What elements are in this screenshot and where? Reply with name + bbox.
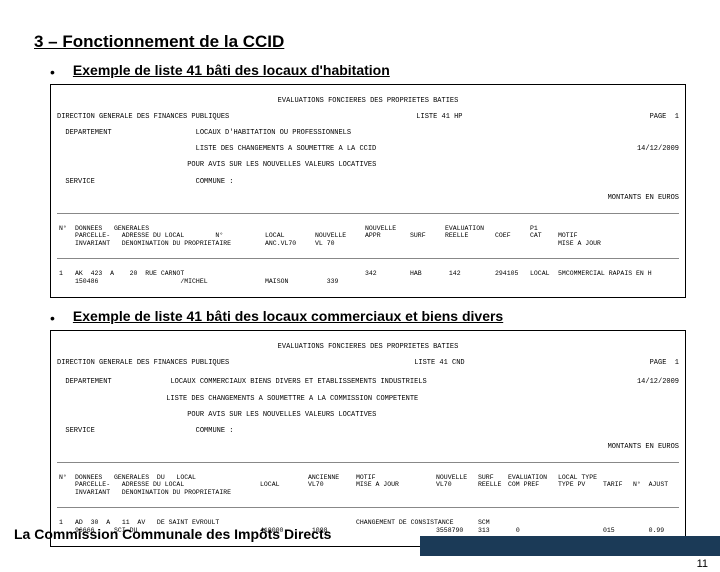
slide-title: 3 – Fonctionnement de la CCID xyxy=(34,32,720,52)
doc2-direction: DIRECTION GENERALE DES FINANCES PUBLIQUE… xyxy=(57,359,229,367)
doc1-montants: MONTANTS EN EUROS xyxy=(57,194,679,202)
bullet-2: • Exemple de liste 41 bâti des locaux co… xyxy=(50,308,720,326)
doc2-sub3: POUR AVIS SUR LES NOUVELLES VALEURS LOCA… xyxy=(57,411,679,419)
doc1-title: EVALUATIONS FONCIERES DES PROPRIETES BAT… xyxy=(57,97,679,105)
doc2-date: 14/12/2009 xyxy=(637,378,679,386)
document-2: EVALUATIONS FONCIERES DES PROPRIETES BAT… xyxy=(50,330,686,547)
bullet-dot-icon: • xyxy=(50,64,55,80)
page-number: 11 xyxy=(697,558,708,570)
doc2-headers: N° DONNEES GENERALES DU LOCALPARCELLE- A… xyxy=(57,474,679,496)
footer-stripe xyxy=(420,536,720,556)
doc1-liste: LISTE 41 HP xyxy=(416,113,462,121)
doc1-direction: DIRECTION GENERALE DES FINANCES PUBLIQUE… xyxy=(57,113,229,121)
doc1-sub2: LISTE DES CHANGEMENTS A SOUMETTRE A LA C… xyxy=(57,145,376,153)
doc1-page: PAGE 1 xyxy=(650,113,679,121)
doc1-dept: DEPARTEMENT LOCAUX D'HABITATION OU PROFE… xyxy=(57,129,679,137)
bullet-1: • Exemple de liste 41 bâti des locaux d'… xyxy=(50,62,720,80)
doc2-service: SERVICE COMMUNE : xyxy=(57,427,679,435)
doc1-sub3: POUR AVIS SUR LES NOUVELLES VALEURS LOCA… xyxy=(57,161,679,169)
doc2-title: EVALUATIONS FONCIERES DES PROPRIETES BAT… xyxy=(57,343,679,351)
doc2-page: PAGE 1 xyxy=(650,359,679,367)
document-1: EVALUATIONS FONCIERES DES PROPRIETES BAT… xyxy=(50,84,686,298)
doc1-headers: N° DONNEES GENERALESPARCELLE- ADRESSE DU… xyxy=(57,225,679,247)
bullet-2-text: Exemple de liste 41 bâti des locaux comm… xyxy=(73,308,503,324)
doc2-dept: DEPARTEMENT LOCAUX COMMERCIAUX BIENS DIV… xyxy=(57,378,427,386)
doc2-liste: LISTE 41 CND xyxy=(414,359,464,367)
doc1-date: 14/12/2009 xyxy=(637,145,679,153)
doc1-service: SERVICE COMMUNE : xyxy=(57,178,679,186)
bullet-1-text: Exemple de liste 41 bâti des locaux d'ha… xyxy=(73,62,390,78)
doc1-row: 1 AK 423 A 20 RUE CARNOT150486 /MICHEL M… xyxy=(57,270,679,285)
doc2-sub2: LISTE DES CHANGEMENTS A SOUMETTRE A LA C… xyxy=(57,395,679,403)
bullet-dot-icon: • xyxy=(50,310,55,326)
doc2-montants: MONTANTS EN EUROS xyxy=(57,443,679,451)
